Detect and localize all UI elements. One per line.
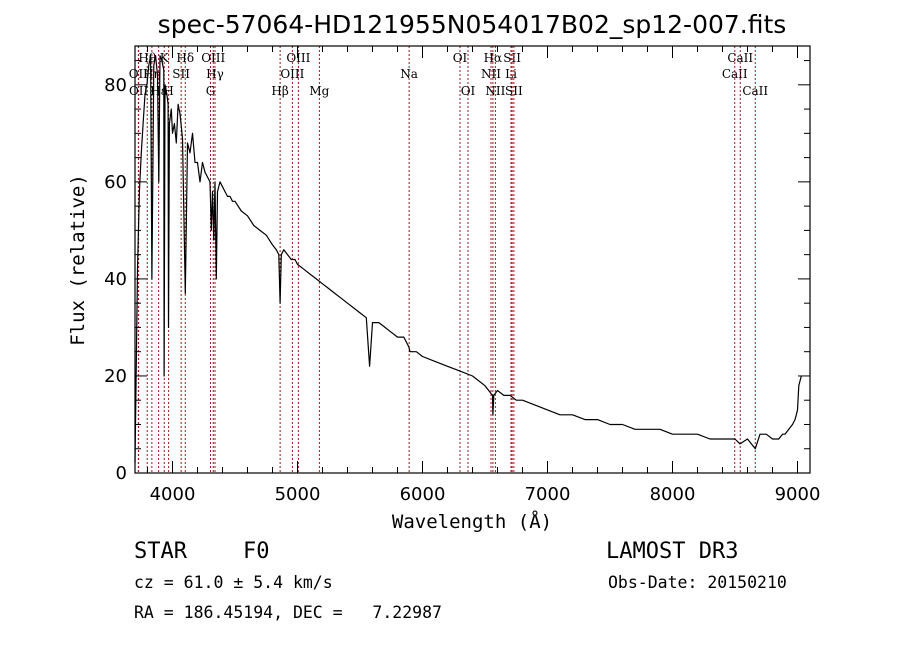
redshift-value: cz = 61.0 ± 5.4 km/s — [134, 573, 333, 592]
line-label-10: OIII — [201, 51, 225, 65]
object-subclass: F0 — [243, 539, 270, 564]
line-label-5: K — [160, 51, 170, 65]
x-tick-label: 5000 — [275, 484, 321, 505]
y-tick-label: 40 — [104, 269, 127, 290]
line-label-11: Hγ — [206, 67, 224, 81]
object-class: STAR — [134, 539, 187, 564]
line-label-13: OIII — [280, 67, 304, 81]
line-label-20: Hα — [484, 51, 503, 65]
spectrum-series — [134, 55, 802, 464]
spectral-line-markers: HθOIIOIIHηHεKHSIIHδGOIIIHγHβOIIIOIIIMgNa… — [129, 46, 768, 473]
x-axis-label: Wavelength (Å) — [392, 510, 552, 533]
spectrum-line-0 — [134, 55, 802, 464]
line-label-14: OIII — [286, 51, 310, 65]
y-tick-label: 20 — [104, 366, 127, 387]
line-label-7: SII — [172, 67, 190, 81]
line-label-2: OII — [129, 84, 149, 98]
coordinates: RA = 186.45194, DEC = 7.22987 — [134, 603, 442, 622]
line-label-21: NII — [485, 84, 505, 98]
y-tick-label: 60 — [104, 172, 127, 193]
line-label-18: OI — [461, 84, 476, 98]
y-axis-label: Flux (relative) — [67, 174, 89, 346]
x-tick-label: 6000 — [400, 484, 446, 505]
observation-date: Obs-Date: 20150210 — [608, 573, 787, 592]
line-label-12: Hβ — [271, 84, 288, 98]
line-label-15: Mg — [309, 84, 329, 98]
line-label-9: G — [206, 84, 216, 98]
line-label-25: CaII — [722, 67, 748, 81]
line-label-8: Hδ — [176, 51, 194, 65]
chart-title: spec-57064-HD121955N054017B02_sp12-007.f… — [158, 10, 787, 39]
line-label-19: NII — [481, 67, 501, 81]
x-tick-label: 7000 — [525, 484, 571, 505]
line-label-24: SII — [505, 84, 523, 98]
tick-labels: 4000 5000 6000 7000 8000 9000 0 20 40 60 80 — [104, 75, 820, 505]
plot-axes — [134, 45, 811, 474]
line-label-22: Li — [505, 67, 517, 81]
line-label-23: SII — [503, 51, 521, 65]
line-label-4: Hε — [150, 84, 167, 98]
survey-name: LAMOST DR3 — [606, 539, 739, 564]
line-label-26: CaII — [727, 51, 753, 65]
line-label-17: OI — [453, 51, 468, 65]
line-label-0: Hθ — [138, 51, 156, 65]
y-tick-label: 80 — [104, 75, 127, 96]
x-tick-label: 8000 — [650, 484, 696, 505]
y-tick-label: 0 — [116, 463, 127, 484]
plot-frame — [134, 45, 811, 474]
x-tick-label: 4000 — [150, 484, 196, 505]
x-tick-label: 9000 — [775, 484, 821, 505]
line-label-16: Na — [400, 67, 418, 81]
line-label-6: H — [163, 84, 173, 98]
line-label-27: CaII — [742, 84, 768, 98]
